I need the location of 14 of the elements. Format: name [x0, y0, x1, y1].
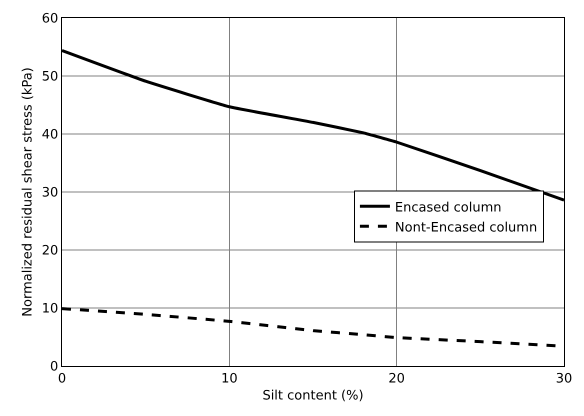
legend-label: Nont-Encased column: [394, 220, 538, 236]
x-tick-label: 30: [556, 372, 572, 387]
y-tick-label: 40: [42, 128, 58, 143]
x-axis-title: Silt content (%): [262, 388, 364, 404]
y-tick-label: 50: [42, 70, 58, 85]
y-tick-label: 10: [42, 302, 58, 317]
y-tick-label: 20: [42, 244, 58, 259]
x-tick-label: 20: [388, 372, 405, 387]
y-tick-label: 0: [50, 360, 58, 375]
legend-label: Encased column: [394, 200, 502, 216]
x-tick-label: 10: [221, 372, 238, 387]
y-tick-label: 60: [42, 12, 58, 27]
y-tick-label: 30: [42, 186, 58, 201]
y-axis-title: Normalized residual shear stress (kPa): [20, 67, 36, 317]
